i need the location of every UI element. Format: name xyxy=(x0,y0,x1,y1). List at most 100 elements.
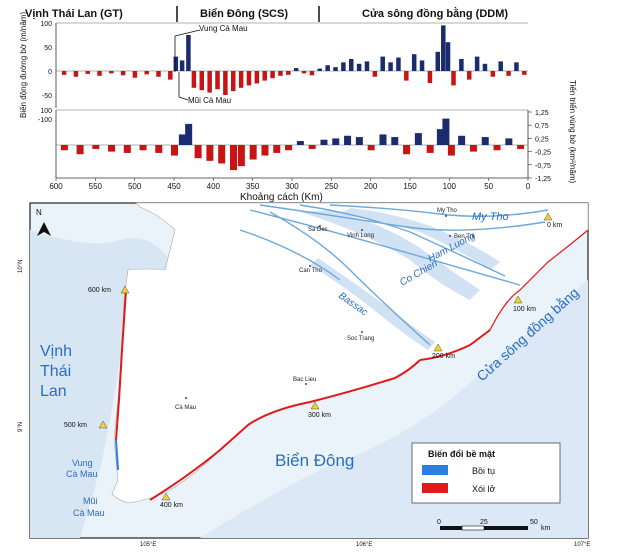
north-arrow-icon: N xyxy=(36,208,51,236)
legend-title: Biến đổi bề mặt xyxy=(428,449,495,459)
lon-107: 107°E xyxy=(574,542,590,548)
legend-swatch-erosion xyxy=(422,483,448,493)
header-scs: Biển Đông (SCS) xyxy=(200,8,288,20)
svg-text:200 km: 200 km xyxy=(432,353,455,360)
bottom-bar-26 xyxy=(379,134,387,145)
top-bar-11 xyxy=(179,60,185,71)
bottom-right-tick-2: 0,25 xyxy=(535,136,549,143)
x-tick-200: 200 xyxy=(364,182,378,191)
top-bar-48 xyxy=(459,59,464,71)
bottom-bar-39 xyxy=(517,145,525,149)
y-axis-label-left: Biến động đường bờ (m/năm) xyxy=(19,12,28,118)
label-thai: Thái xyxy=(40,363,71,380)
map: 10°N 9°N 105°E 106°E 107°E N Vịnh Thái L… xyxy=(18,202,590,548)
bottom-bar-25 xyxy=(367,145,375,151)
svg-text:400 km: 400 km xyxy=(160,502,183,509)
top-bar-18 xyxy=(231,71,236,92)
city-sa-dec: Sa Dec xyxy=(308,227,328,233)
legend-swatch-accretion xyxy=(422,465,448,475)
bottom-bar-30 xyxy=(426,145,434,153)
bottom-bar-23 xyxy=(344,135,352,145)
top-bar-42 xyxy=(419,60,425,71)
top-bar-19 xyxy=(238,71,244,88)
top-bar-26 xyxy=(293,68,299,71)
top-bar-29 xyxy=(317,68,323,71)
top-bar-4 xyxy=(109,71,114,74)
city-ben-tre: Ben Tre xyxy=(454,234,476,240)
top-bar-31 xyxy=(333,67,338,71)
river-channel-a xyxy=(300,210,480,300)
top-bar-56 xyxy=(522,71,527,75)
x-tick-300: 300 xyxy=(285,182,299,191)
label-my-tho-river: My Tho xyxy=(472,211,509,223)
top-bar-27 xyxy=(301,71,307,74)
top-bar-44 xyxy=(435,51,441,71)
city-soc-trang: Soc Trang xyxy=(347,336,374,342)
top-ytick-4: -100 xyxy=(38,117,52,124)
header-ddm: Cửa sông đồng bằng (DDM) xyxy=(362,7,508,20)
legend-erosion: Xói lở xyxy=(472,484,496,494)
bottom-series-bars xyxy=(60,118,525,171)
top-ytick-1: 50 xyxy=(44,45,52,52)
svg-text:100 km: 100 km xyxy=(513,306,536,313)
top-bar-34 xyxy=(356,63,362,71)
city-vinh-long: Vinh Long xyxy=(347,233,374,239)
header-gt: Vịnh Thái Lan (GT) xyxy=(25,8,123,20)
top-bar-49 xyxy=(467,71,472,80)
bottom-bar-8 xyxy=(178,134,186,145)
top-bar-24 xyxy=(278,71,283,76)
svg-text:300 km: 300 km xyxy=(308,412,331,419)
svg-text:25: 25 xyxy=(480,519,488,526)
region-header: Vịnh Thái Lan (GT) Biển Đông (SCS) Cửa s… xyxy=(25,6,508,22)
bottom-right-tick-0: 1,25 xyxy=(535,110,549,117)
bottom-right-tick-5: -1,25 xyxy=(535,176,551,183)
top-bar-55 xyxy=(514,62,519,71)
top-bar-32 xyxy=(341,62,346,71)
top-bar-43 xyxy=(427,71,433,83)
bottom-bar-38 xyxy=(505,138,513,145)
bottom-bar-14 xyxy=(237,145,245,167)
x-tick-450: 450 xyxy=(167,182,181,191)
bottom-bar-13 xyxy=(230,145,237,171)
top-bar-41 xyxy=(411,54,417,71)
bottom-bar-27 xyxy=(391,137,399,145)
top-bar-5 xyxy=(120,71,126,76)
top-bar-21 xyxy=(254,71,260,84)
top-bar-14 xyxy=(199,71,205,91)
top-series-bars xyxy=(61,25,527,95)
top-bar-50 xyxy=(474,56,480,71)
bottom-bar-5 xyxy=(139,145,147,151)
top-bar-28 xyxy=(309,71,315,76)
km-marker-300: 300 km xyxy=(308,401,331,419)
river-channel-b xyxy=(340,208,500,270)
bottom-bar-10 xyxy=(194,145,202,159)
bottom-bar-0 xyxy=(60,145,68,151)
bottom-bar-29 xyxy=(414,133,422,145)
bottom-bar-34 xyxy=(458,135,466,145)
top-bar-10 xyxy=(173,56,179,71)
city-ca-mau: Cà Mau xyxy=(175,405,196,411)
x-tick-600: 600 xyxy=(49,182,63,191)
cities: My Tho Ben Tre Sa Dec Vinh Long Can Tho … xyxy=(175,208,476,411)
top-ytick-2: 0 xyxy=(48,69,52,76)
svg-text:0 km: 0 km xyxy=(547,222,562,229)
legend-accretion: Bồi tụ xyxy=(472,466,495,476)
bottom-bar-4 xyxy=(123,145,131,153)
city-my-tho: My Tho xyxy=(437,208,458,214)
bottom-bar-2 xyxy=(92,145,100,149)
top-bar-3 xyxy=(97,71,102,76)
bottom-right-tick-4: -0,75 xyxy=(535,163,551,170)
km-marker-600: 600 km xyxy=(88,285,130,294)
top-bar-51 xyxy=(482,63,488,71)
bottom-right-tick-3: -0,25 xyxy=(535,150,551,157)
x-tick-150: 150 xyxy=(403,182,417,191)
svg-text:500 km: 500 km xyxy=(64,422,87,429)
x-tick-0: 0 xyxy=(526,182,531,191)
bottom-bar-22 xyxy=(332,138,340,145)
x-tick-250: 250 xyxy=(325,182,339,191)
label-vung-1: Vung xyxy=(72,458,93,468)
bottom-bar-28 xyxy=(403,145,411,155)
top-bar-8 xyxy=(156,71,161,77)
label-lan: Lan xyxy=(40,383,67,400)
